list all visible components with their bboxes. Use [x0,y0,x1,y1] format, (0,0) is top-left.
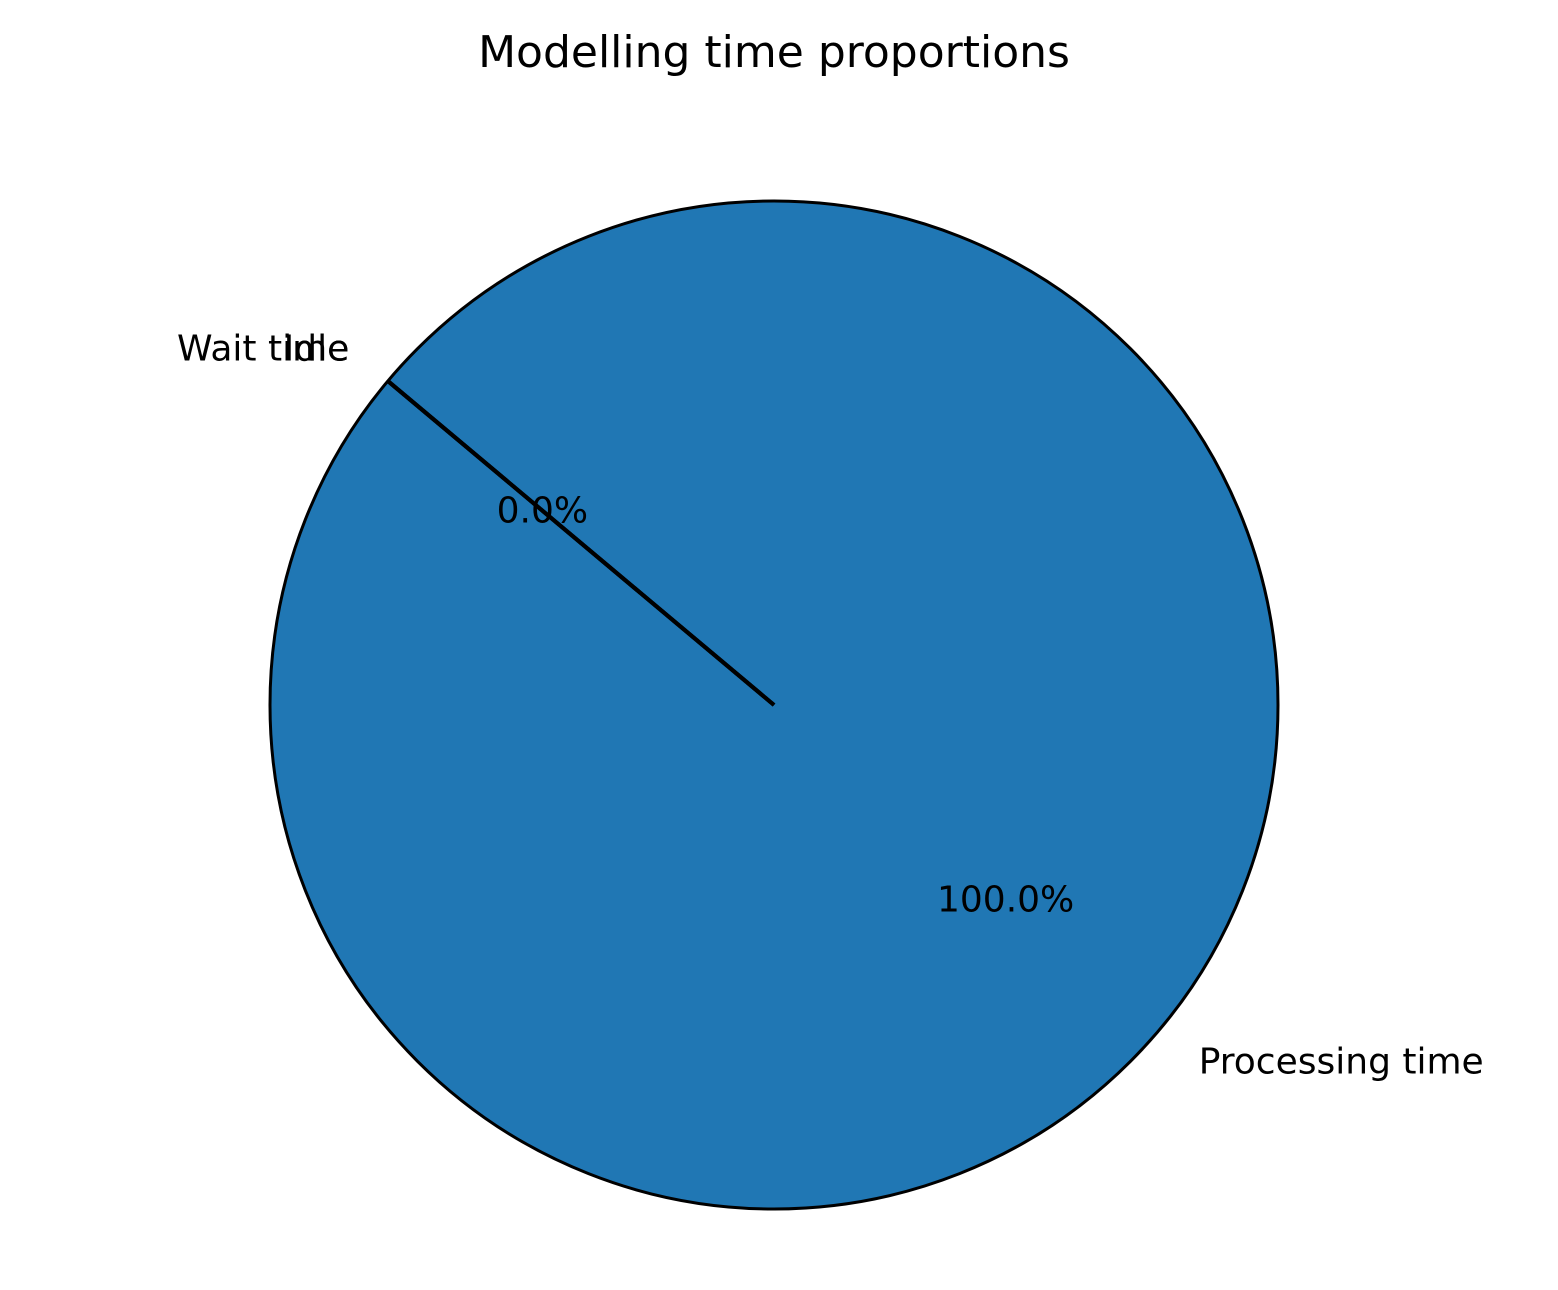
pie-slice [386,379,776,707]
slice-percent-label: 100.0% [937,879,1074,920]
slice-label: Idle [284,329,350,370]
chart-title: Modelling time proportions [478,27,1070,78]
slice-label: Processing time [1199,1041,1484,1082]
pie-slices [268,199,1280,1211]
slice-percent-label: 0.0% [497,491,588,532]
slice-label: Wait time [177,329,349,370]
pie-labels: Processing time 100.0% Wait time 0.0% Idle [177,329,1484,1083]
